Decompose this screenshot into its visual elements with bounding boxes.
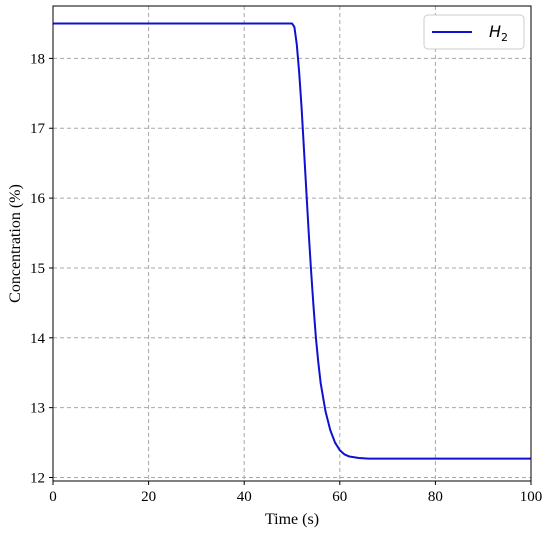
- y-tick-label: 12: [30, 471, 45, 487]
- y-tick-label: 14: [30, 331, 46, 347]
- legend-label-main: H: [489, 22, 501, 41]
- x-axis-title: Time (s): [265, 511, 319, 528]
- x-tick-label: 60: [332, 489, 347, 505]
- y-axis-ticks: 12 13 14 15 16 17 18: [30, 51, 53, 487]
- y-tick-label: 13: [30, 401, 45, 417]
- x-tick-label: 80: [428, 489, 443, 505]
- x-axis-ticks: 0 20 40 60 80 100: [49, 481, 542, 505]
- legend-label-h2: H2: [489, 22, 508, 44]
- x-tick-label: 20: [141, 489, 156, 505]
- grid-lines: [52, 6, 532, 481]
- legend: H2: [423, 14, 525, 50]
- y-tick-label: 17: [30, 121, 46, 137]
- y-tick-label: 15: [30, 261, 45, 277]
- x-tick-label: 100: [520, 489, 543, 505]
- y-axis-title: Concentration (%): [7, 184, 24, 303]
- plot-frame: [52, 5, 532, 482]
- x-tick-label: 40: [237, 489, 252, 505]
- series-layer: [53, 22, 531, 460]
- y-tick-label: 16: [30, 191, 46, 207]
- series-line-h2: [53, 22, 531, 460]
- legend-label-subscript: 2: [501, 31, 508, 44]
- legend-box: [423, 14, 525, 50]
- y-tick-label: 18: [30, 51, 45, 67]
- x-tick-label: 0: [49, 489, 57, 505]
